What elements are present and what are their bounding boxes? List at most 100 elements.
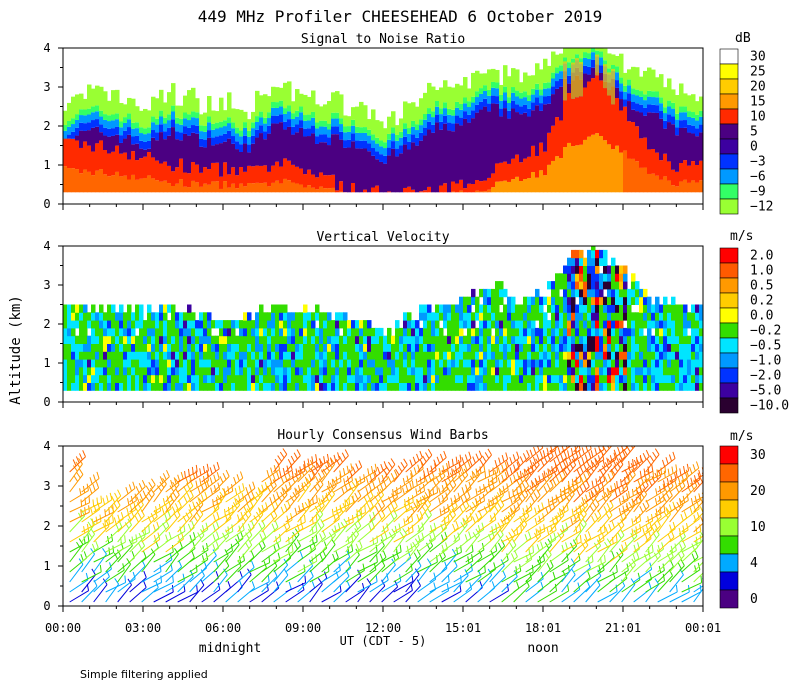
vv-cell — [499, 382, 504, 391]
vv-cell — [319, 327, 324, 337]
vv-cell — [319, 335, 324, 344]
vv-cell — [639, 304, 644, 313]
snr-cell — [411, 134, 416, 143]
wind-barb-shaft — [141, 516, 158, 533]
vv-cell — [295, 343, 300, 352]
vv-cell — [655, 359, 660, 368]
wind-barb-shaft — [561, 588, 580, 603]
wind-barb-shaft — [249, 508, 268, 523]
vv-cell — [151, 374, 156, 383]
wind-barb-feather — [497, 502, 502, 509]
snr-cell — [635, 111, 640, 127]
snr-cell — [587, 58, 592, 67]
snr-cell — [95, 170, 100, 193]
wind-barb-feather — [447, 470, 450, 478]
vv-cell — [111, 343, 116, 352]
vv-cell — [251, 359, 256, 368]
wind-barb-feather — [136, 502, 142, 509]
vv-cell — [447, 351, 452, 360]
vv-cell — [115, 351, 120, 360]
vv-cell — [643, 335, 648, 344]
vv-cell — [63, 351, 68, 360]
snr-cell — [251, 128, 256, 136]
vv-cell — [187, 304, 192, 313]
wind-barb-shaft — [345, 495, 362, 513]
vv-cell — [63, 366, 68, 376]
wind-barb-feather — [300, 469, 305, 477]
vv-cell — [271, 320, 276, 329]
vv-cell — [443, 320, 448, 329]
snr-cell — [547, 132, 552, 165]
vv-title: Vertical Velocity — [316, 230, 449, 245]
snr-cell — [691, 133, 696, 162]
snr-cell — [255, 90, 260, 117]
wind-barb-shaft — [489, 576, 506, 593]
vv-cell — [451, 335, 456, 344]
vv-cell — [591, 351, 596, 360]
vv-cell — [359, 343, 364, 352]
snr-cell — [495, 96, 500, 104]
wind-barb-shaft — [345, 525, 362, 543]
snr-cell — [675, 95, 680, 114]
vv-cell — [163, 359, 168, 368]
colorbar-label: −0.5 — [750, 339, 781, 354]
vv-cell — [355, 351, 360, 360]
snr-cell — [511, 158, 516, 180]
vv-cell — [351, 366, 356, 376]
wind-barb-shaft — [429, 475, 446, 493]
snr-cell — [407, 186, 412, 193]
vv-cell — [87, 374, 92, 383]
wind-barb-shaft — [177, 538, 196, 553]
wind-barb-shaft — [105, 495, 122, 513]
vv-cell — [683, 320, 688, 329]
vv-cell — [315, 374, 320, 383]
wind-barb-shaft — [249, 488, 268, 503]
vv-cell — [467, 359, 472, 368]
wind-barb-feather — [320, 519, 325, 526]
vv-cell — [487, 382, 492, 391]
snr-cell — [491, 187, 496, 193]
snr-cell — [423, 92, 428, 114]
vv-cell — [439, 327, 444, 337]
vv-cell — [671, 374, 676, 383]
snr-cell — [423, 113, 428, 120]
vv-cell — [507, 359, 512, 368]
wind-barb-feather — [352, 466, 356, 474]
vv-cell — [623, 343, 628, 352]
wind-barb-shaft — [177, 571, 198, 583]
vv-cell — [515, 343, 520, 352]
snr-cell — [71, 131, 76, 139]
vv-cell — [611, 281, 616, 290]
vv-cell — [635, 335, 640, 344]
snr-cell — [667, 122, 672, 162]
wind-barb-shaft — [117, 540, 138, 553]
wind-barb-shaft — [573, 537, 591, 553]
snr-cell — [483, 85, 488, 92]
wind-barb-shaft — [381, 496, 398, 513]
vv-cell — [271, 351, 276, 360]
wind-barb-shaft — [141, 554, 156, 573]
wind-barb-shaft — [489, 478, 508, 493]
wind-barb-shaft — [321, 518, 340, 533]
wind-barb-feather — [259, 533, 263, 541]
snr-cell — [227, 187, 232, 193]
wind-barb-shaft — [381, 530, 401, 543]
wind-barb-feather — [331, 478, 334, 486]
wind-barb-feather — [89, 477, 93, 485]
wind-barb-feather — [106, 495, 109, 503]
snr-cell — [75, 127, 80, 136]
vv-cell — [243, 312, 248, 321]
wind-barb-shaft — [165, 494, 180, 513]
vv-cell — [443, 351, 448, 360]
vv-cell — [479, 366, 484, 376]
snr-cell — [351, 183, 356, 193]
vv-cell — [207, 374, 212, 383]
wind-barb-shaft — [573, 504, 589, 523]
vv-cell — [159, 343, 164, 352]
colorbar-label: 0.0 — [750, 309, 773, 324]
snr-cell — [363, 132, 368, 141]
wind-barb-feather — [132, 571, 136, 579]
vv-cell — [575, 320, 580, 329]
wind-barb-feather — [593, 542, 599, 550]
vv-cell — [531, 327, 536, 337]
